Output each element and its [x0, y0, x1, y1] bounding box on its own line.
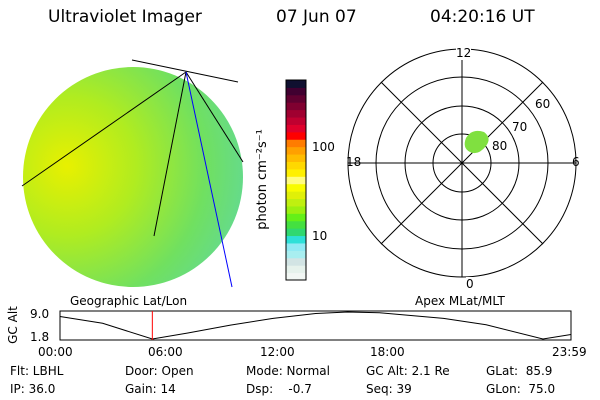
- colorbar-swatch: [286, 94, 306, 103]
- colorbar-swatch: [286, 220, 306, 229]
- mlat-80: 80: [492, 139, 508, 153]
- mlat-70: 70: [512, 120, 528, 134]
- colorbar-swatch: [286, 109, 306, 118]
- colorbar-swatch: [286, 235, 306, 244]
- colorbar-swatch: [286, 139, 306, 148]
- ip: IP: 36.0: [10, 382, 56, 396]
- time: 04:20:16 UT: [430, 7, 535, 27]
- colorbar-swatch: [286, 228, 306, 237]
- colorbar-swatch: [286, 198, 306, 207]
- aurora-patch: [464, 130, 489, 154]
- door: Door: Open: [125, 364, 194, 378]
- colorbar-swatch: [286, 272, 306, 281]
- glon: GLon: 75.0: [486, 382, 556, 396]
- colorbar-swatch: [286, 124, 306, 133]
- mode: Mode: Normal: [246, 364, 330, 378]
- mlt-12: 12: [456, 46, 472, 60]
- colorbar-swatch: [286, 265, 306, 274]
- glat: GLat: 85.9: [486, 364, 553, 378]
- dsp: Dsp: -0.7: [246, 382, 312, 396]
- colorbar-swatch: [286, 257, 306, 266]
- colorbar-swatch: [286, 131, 306, 140]
- colorbar-swatch: [286, 205, 306, 214]
- gc-alt-ylabel: GC Alt: [5, 306, 20, 344]
- mlat-60: 60: [535, 97, 551, 111]
- colorbar-swatch: [286, 161, 306, 170]
- xtick: 18:00: [370, 345, 405, 359]
- filter: Flt: LBHL: [10, 364, 64, 378]
- colorbar-swatch: [286, 80, 306, 88]
- colorbar: [286, 80, 306, 281]
- colorbar-swatch: [286, 117, 306, 125]
- colorbar-swatch: [286, 242, 306, 251]
- colorbar-tick-100: 100: [312, 140, 335, 154]
- colorbar-swatch: [286, 183, 306, 192]
- gc-alt-line: [59, 311, 572, 340]
- instrument-title: Ultraviolet Imager: [48, 7, 202, 27]
- look-lines: [21, 59, 244, 288]
- earth-disk-image: [23, 67, 243, 287]
- seq: Seq: 39: [366, 382, 412, 396]
- geographic-label: Geographic Lat/Lon: [70, 294, 188, 308]
- mlt-0: 0: [466, 277, 474, 291]
- timeline-plot: [59, 310, 572, 341]
- colorbar-swatch: [286, 250, 306, 259]
- colorbar-label: photon cm⁻²s⁻¹: [254, 129, 270, 230]
- ytick-9: 9.0: [30, 307, 50, 321]
- xtick: 23:59: [552, 345, 587, 359]
- colorbar-swatch: [286, 176, 306, 185]
- mlt-18: 18: [346, 155, 362, 169]
- colorbar-swatch: [286, 154, 306, 162]
- colorbar-swatch: [286, 168, 306, 177]
- colorbar-swatch: [286, 146, 306, 155]
- colorbar-swatch: [286, 213, 306, 222]
- xtick: 12:00: [260, 345, 295, 359]
- colorbar-tick-10: 10: [312, 229, 328, 243]
- polar-plot: [347, 48, 577, 278]
- mlt-6: 6: [572, 155, 580, 169]
- colorbar-swatch: [286, 191, 306, 200]
- ytick-1.8: 1.8: [30, 330, 50, 344]
- colorbar-swatch: [286, 87, 306, 96]
- xtick: 00:00: [38, 345, 73, 359]
- colorbar-swatch: [286, 102, 306, 111]
- apex-label: Apex MLat/MLT: [415, 294, 505, 308]
- gain: Gain: 14: [125, 382, 176, 396]
- date: 07 Jun 07: [276, 7, 357, 27]
- xtick: 06:00: [148, 345, 183, 359]
- gc-alt: GC Alt: 2.1 Re: [366, 364, 450, 378]
